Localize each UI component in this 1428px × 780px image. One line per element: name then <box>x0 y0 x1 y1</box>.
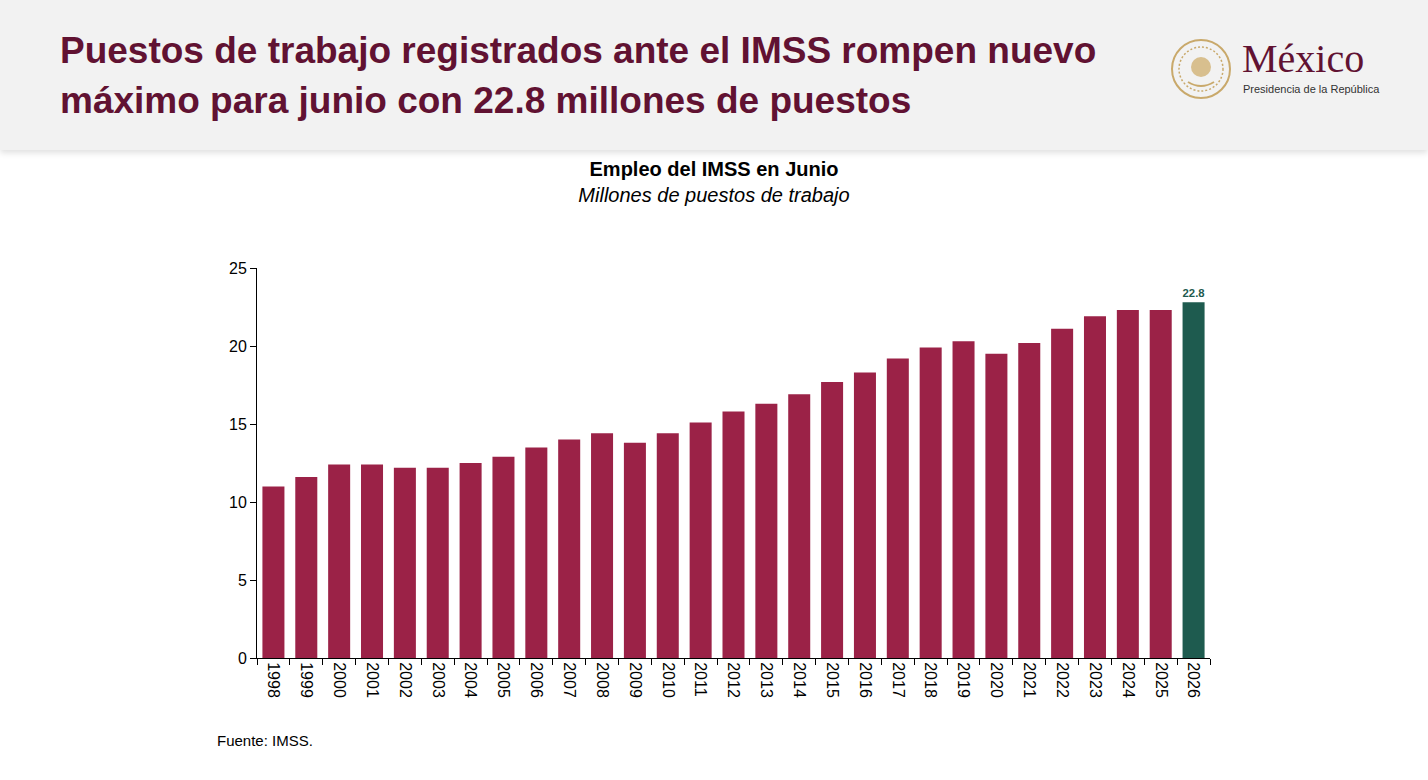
svg-text:2007: 2007 <box>561 662 578 698</box>
svg-text:2014: 2014 <box>791 662 808 698</box>
svg-text:Empleo del IMSS en JunioMillon: Empleo del IMSS en JunioMillones de pues… <box>578 158 849 206</box>
svg-text:2026: 2026 <box>1185 662 1202 698</box>
svg-text:2008: 2008 <box>594 662 611 698</box>
svg-text:10: 10 <box>229 494 247 511</box>
svg-text:0: 0 <box>238 650 247 667</box>
html-text:Presidencia de la República: Presidencia de la República <box>1243 83 1380 95</box>
html-text:Puestos de trabajo registrados: Puestos de trabajo registrados ante el I… <box>60 30 1097 121</box>
svg-text:2000: 2000 <box>331 662 348 698</box>
svg-text:2004: 2004 <box>462 662 479 698</box>
svg-text:2020: 2020 <box>988 662 1005 698</box>
svg-text:1999: 1999 <box>298 662 315 698</box>
svg-text:2025: 2025 <box>1153 662 1170 698</box>
svg-text:2010: 2010 <box>660 662 677 698</box>
svg-text:20: 20 <box>229 338 247 355</box>
svg-text:2012: 2012 <box>725 662 742 698</box>
svg-text:2024: 2024 <box>1120 662 1137 698</box>
svg-text:2011: 2011 <box>692 662 709 697</box>
svg-text:2013: 2013 <box>758 662 775 698</box>
svg-text:2017: 2017 <box>890 662 907 698</box>
html-text:México: México <box>1242 36 1365 81</box>
svg-text:22.8: 22.8 <box>1183 287 1205 299</box>
svg-text:2005: 2005 <box>495 662 512 698</box>
svg-text:2002: 2002 <box>397 662 414 698</box>
svg-text:2001: 2001 <box>364 662 381 698</box>
svg-text:2003: 2003 <box>430 662 447 698</box>
svg-text:5: 5 <box>238 572 247 589</box>
svg-text:2021: 2021 <box>1021 662 1038 698</box>
svg-text:1998: 1998 <box>265 662 282 698</box>
svg-text:2023: 2023 <box>1087 662 1104 698</box>
svg-text:2009: 2009 <box>627 662 644 698</box>
svg-text:2019: 2019 <box>955 662 972 698</box>
svg-text:2022: 2022 <box>1054 662 1071 698</box>
html-text:Fuente: IMSS.: Fuente: IMSS. <box>217 732 313 749</box>
svg-text:2016: 2016 <box>857 662 874 698</box>
svg-text:2018: 2018 <box>922 662 939 698</box>
svg-text:2015: 2015 <box>824 662 841 698</box>
svg-text:25: 25 <box>229 260 247 277</box>
svg-text:15: 15 <box>229 416 247 433</box>
svg-text:2006: 2006 <box>528 662 545 698</box>
